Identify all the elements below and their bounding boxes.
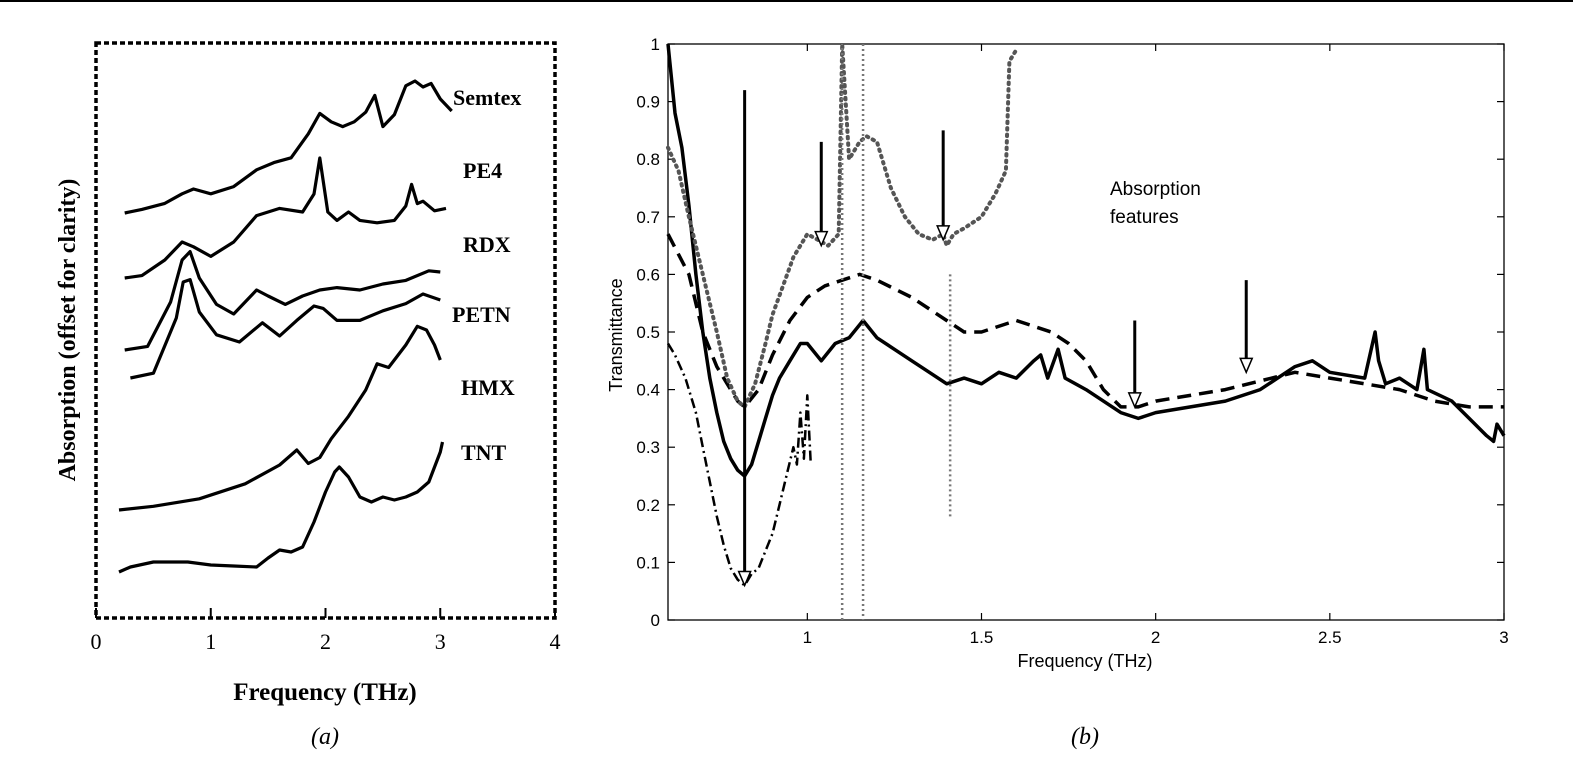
series-group-b: [666, 42, 1506, 620]
series-label-a: PE4: [463, 158, 502, 183]
series-group-a: [118, 79, 453, 574]
arrow-head: [1239, 357, 1254, 375]
series-line-a: [124, 250, 441, 352]
arrow-head: [936, 225, 951, 242]
series-label-a: Semtex: [453, 85, 521, 110]
top-rule: [0, 0, 1573, 2]
y-tick-label-b: 0: [651, 611, 660, 630]
series-line-a: [130, 278, 441, 380]
x-tick-label-a: 4: [550, 629, 561, 654]
annotation-absorption-features: Absorption features: [1110, 179, 1206, 228]
x-axis-label-a: Frequency (THz): [233, 679, 417, 706]
y-tick-label-b: 0.2: [636, 496, 660, 515]
arrow-head: [814, 230, 829, 248]
x-tick-label-b: 2: [1151, 628, 1160, 647]
x-tick-label-a: 0: [91, 629, 102, 654]
series-label-a: PETN: [452, 302, 511, 327]
axis-ticks-b: 1 1.5 2 2.5 3 0 0.1 0.2 0.3 0.4 0.5 0.6 0.7 0.8 0.9 1: [636, 35, 1508, 647]
x-tick-label-b: 3: [1499, 628, 1508, 647]
series-label-a: TNT: [461, 440, 507, 465]
x-tick-label-a: 1: [205, 629, 216, 654]
series-line-b-dashdot: [666, 342, 813, 587]
plot-frame-b: [667, 43, 1505, 621]
caption-b: (b): [1071, 724, 1099, 750]
y-tick-label-b: 0.4: [636, 381, 660, 400]
x-tick-label-a: 2: [320, 629, 331, 654]
y-tick-label-b: 0.1: [636, 553, 660, 572]
y-tick-label-b: 0.9: [636, 93, 660, 112]
series-line-a: [124, 79, 453, 215]
x-tick-label-b: 1: [803, 628, 812, 647]
y-tick-label-b: 0.8: [636, 150, 660, 169]
series-labels-a: Semtex PE4 RDX PETN HMX TNT: [452, 85, 521, 465]
y-tick-label-b: 1: [651, 35, 660, 54]
x-tick-label-b: 1.5: [970, 628, 994, 647]
x-axis-label-b: Frequency (THz): [1017, 651, 1152, 671]
absorption-chart: 0 1 2 3 4 Semtex PE4 RDX PETN HMX TNT Frequency (…: [55, 41, 561, 750]
series-line-b-dotted: [666, 42, 1019, 409]
series-label-a: RDX: [463, 232, 511, 257]
plot-frame-a: [94, 41, 557, 620]
y-tick-label-b: 0.6: [636, 265, 660, 284]
y-tick-label-b: 0.5: [636, 323, 660, 342]
arrow-head: [1127, 392, 1142, 409]
y-axis-label-a: Absorption (offset for clarity): [55, 179, 81, 482]
series-line-b-dashed: [666, 233, 1504, 409]
y-tick-label-b: 0.7: [636, 208, 660, 227]
series-line-a: [118, 324, 442, 512]
x-ticks-a: 0 1 2 3 4: [91, 608, 561, 654]
arrow-group-b: [737, 90, 1254, 588]
series-line-a: [124, 156, 447, 280]
series-label-a: HMX: [461, 375, 515, 400]
y-axis-label-b: Transmittance: [606, 278, 626, 391]
y-tick-label-b: 0.3: [636, 438, 660, 457]
series-line-a: [118, 441, 445, 574]
arrow-head: [737, 570, 752, 588]
series-line-b-solid: [666, 43, 1506, 478]
x-tick-label-b: 2.5: [1318, 628, 1342, 647]
caption-a: (a): [311, 724, 339, 750]
x-tick-label-a: 3: [435, 629, 446, 654]
